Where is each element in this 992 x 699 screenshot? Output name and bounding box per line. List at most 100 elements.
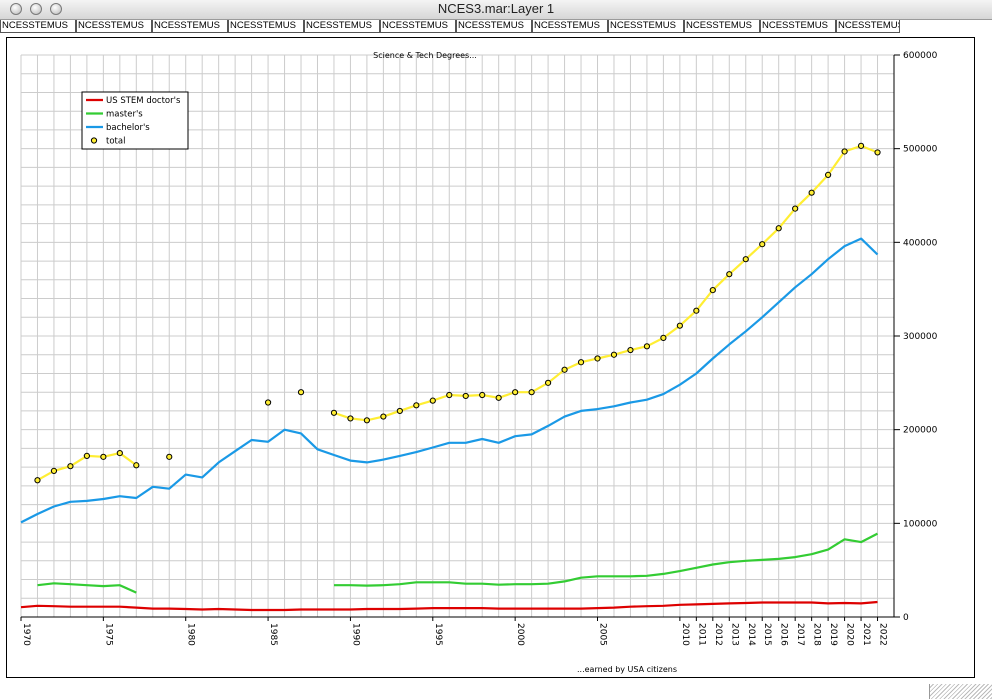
y-tick-label: 100000 bbox=[903, 519, 938, 529]
data-point-total bbox=[577, 359, 585, 366]
zoom-window-button[interactable] bbox=[50, 3, 62, 15]
data-point-total bbox=[709, 287, 716, 294]
x-axis-title: ...earned by USA citizens bbox=[577, 665, 677, 674]
x-tick-label: 2000 bbox=[515, 623, 525, 646]
layer-tab[interactable]: NCESSTEMUS bbox=[380, 20, 456, 33]
data-point-total bbox=[792, 205, 799, 212]
data-point-total bbox=[610, 351, 618, 358]
layer-tab[interactable]: NCESSTEMUS bbox=[0, 20, 76, 33]
legend-label: total bbox=[106, 137, 125, 147]
layer-tab[interactable]: NCESSTEMUS bbox=[684, 20, 760, 33]
data-point-total bbox=[841, 148, 848, 155]
close-window-button[interactable] bbox=[10, 3, 22, 15]
data-point-total bbox=[495, 394, 502, 401]
data-point-total bbox=[857, 142, 865, 149]
series-line-master-s bbox=[334, 532, 879, 587]
legend-label: master's bbox=[106, 110, 143, 120]
layer-tab-bar: NCESSTEMUS NCESSTEMUS NCESSTEMUS NCESSTEMUS… bbox=[0, 20, 992, 33]
x-tick-label: 2011 bbox=[696, 623, 706, 646]
layer-tab[interactable]: NCESSTEMUS bbox=[456, 20, 532, 33]
x-tick-label: 1980 bbox=[186, 623, 196, 646]
data-point-total bbox=[50, 467, 58, 474]
data-point-total bbox=[544, 379, 552, 386]
layer-tab[interactable]: NCESSTEMUS bbox=[836, 20, 900, 33]
legend-label: US STEM doctor's bbox=[106, 96, 181, 106]
legend-swatch-total bbox=[90, 137, 98, 144]
data-point-total bbox=[479, 391, 486, 399]
data-point-total bbox=[100, 453, 107, 460]
x-tick-label: 2018 bbox=[812, 623, 822, 646]
layer-tab[interactable]: NCESSTEMUS bbox=[228, 20, 304, 33]
data-point-total bbox=[83, 452, 90, 459]
resize-handle[interactable] bbox=[929, 684, 992, 699]
legend-label: bachelor's bbox=[106, 123, 150, 133]
data-point-total bbox=[594, 355, 601, 362]
window-title: NCES3.mar:Layer 1 bbox=[437, 1, 555, 16]
x-tick-label: 2016 bbox=[779, 623, 789, 646]
x-tick-label: 2014 bbox=[746, 623, 756, 646]
data-point-total bbox=[330, 409, 338, 416]
x-tick-label: 2021 bbox=[861, 623, 871, 646]
x-tick-label: 2013 bbox=[729, 623, 739, 646]
layer-tab[interactable]: NCESSTEMUS bbox=[152, 20, 228, 33]
data-point-total bbox=[347, 415, 354, 422]
x-tick-label: 1995 bbox=[433, 623, 443, 646]
data-point-total bbox=[660, 334, 667, 341]
x-tick-label: 2020 bbox=[845, 623, 855, 646]
data-point-total bbox=[528, 389, 535, 396]
series-line-us-stem-doctor-s bbox=[20, 600, 878, 612]
data-point-total bbox=[462, 392, 469, 400]
chart: 0 100000 200000 300000 400000 500000 600000 197… bbox=[20, 51, 938, 674]
minimize-window-button[interactable] bbox=[30, 3, 42, 15]
x-tick-label: 2010 bbox=[680, 623, 690, 646]
data-point-total bbox=[264, 399, 272, 406]
x-tick-label: 2017 bbox=[795, 623, 805, 646]
y-tick-label: 200000 bbox=[903, 426, 938, 436]
plot-frame: 0 100000 200000 300000 400000 500000 600000 197… bbox=[6, 37, 975, 678]
data-point-total bbox=[643, 343, 651, 350]
data-point-total bbox=[742, 256, 749, 263]
x-tick-label: 1990 bbox=[350, 623, 360, 646]
series-line-master-s bbox=[37, 582, 137, 594]
layer-tab[interactable]: NCESSTEMUS bbox=[608, 20, 684, 33]
layer-tab[interactable]: NCESSTEMUS bbox=[304, 20, 380, 33]
layer-tab[interactable]: NCESSTEMUS bbox=[532, 20, 608, 33]
x-tick-label: 2019 bbox=[828, 623, 838, 646]
data-point-total bbox=[67, 463, 74, 470]
y-tick-label: 500000 bbox=[903, 145, 938, 155]
x-tick-label: 2015 bbox=[762, 623, 772, 646]
data-point-total bbox=[116, 449, 123, 457]
data-point-total bbox=[874, 149, 881, 156]
data-point-total bbox=[512, 389, 519, 396]
x-tick-label: 2005 bbox=[598, 623, 608, 646]
window-titlebar[interactable]: NCES3.mar:Layer 1 bbox=[0, 0, 992, 20]
data-point-total bbox=[676, 322, 683, 329]
data-point-total bbox=[759, 241, 766, 248]
layer-tab[interactable]: NCESSTEMUS bbox=[760, 20, 836, 33]
chart-title: Science & Tech Degrees... bbox=[373, 51, 477, 60]
data-point-total bbox=[561, 366, 568, 373]
y-tick-label: 0 bbox=[903, 613, 909, 623]
y-tick-label: 400000 bbox=[903, 238, 938, 248]
y-tick-label: 600000 bbox=[903, 51, 938, 61]
data-point-total bbox=[775, 225, 782, 232]
data-point-total bbox=[446, 391, 453, 399]
series-line-total bbox=[333, 144, 878, 422]
data-point-total bbox=[133, 462, 140, 469]
data-point-total bbox=[413, 402, 420, 409]
x-tick-label: 1970 bbox=[21, 623, 31, 646]
x-tick-label: 2012 bbox=[713, 623, 723, 646]
data-point-total bbox=[380, 413, 387, 420]
data-point-total bbox=[297, 389, 305, 396]
data-point-total bbox=[396, 407, 403, 415]
data-point-total bbox=[363, 417, 371, 424]
data-point-total bbox=[726, 271, 733, 278]
x-tick-label: 1975 bbox=[103, 623, 113, 646]
window-bottom-strip bbox=[0, 684, 992, 699]
data-point-total bbox=[825, 171, 832, 178]
x-tick-label: 2022 bbox=[878, 623, 888, 646]
x-tick-label: 1985 bbox=[268, 623, 278, 646]
data-point-total bbox=[693, 307, 700, 314]
layer-tab[interactable]: NCESSTEMUS bbox=[76, 20, 152, 33]
series-line-bachelor-s bbox=[20, 237, 879, 524]
